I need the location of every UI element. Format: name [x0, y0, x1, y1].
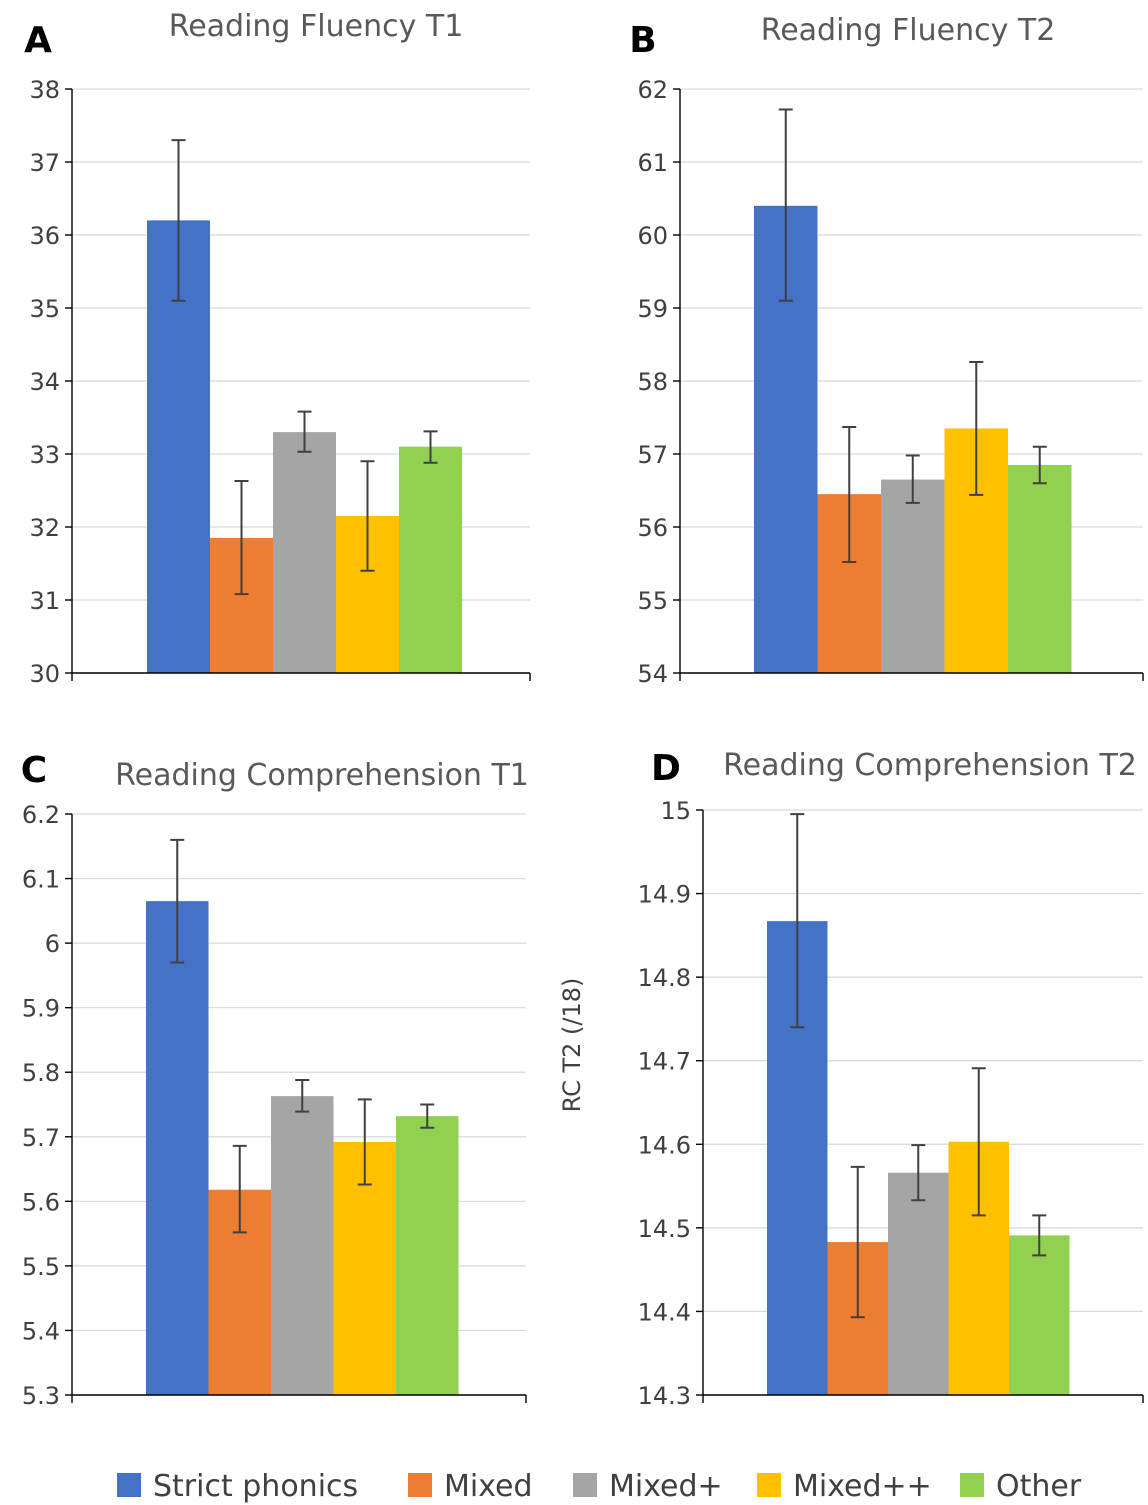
y-tick-label: 60	[637, 222, 668, 250]
y-tick-label: 38	[29, 76, 60, 104]
legend-item: Mixed+	[573, 1469, 723, 1504]
y-tick-label: 37	[29, 149, 60, 177]
y-tick-label: 61	[637, 149, 668, 177]
y-tick-label: 59	[637, 295, 668, 323]
error-bar	[423, 430, 438, 464]
legend-item: Mixed	[408, 1469, 533, 1504]
bar-other	[396, 1116, 459, 1395]
error-bar	[295, 1078, 310, 1113]
y-tick-label: 15	[660, 797, 691, 825]
y-tick-label: 34	[29, 368, 60, 396]
y-tick-label: 6	[45, 930, 60, 958]
y-tick-label: 5.5	[22, 1253, 60, 1281]
error-bar	[171, 139, 186, 302]
y-tick-label: 58	[637, 368, 668, 396]
y-tick-label: 55	[637, 587, 668, 615]
y-tick-label: 14.6	[638, 1131, 691, 1159]
error-bar	[234, 480, 249, 596]
error-bar	[1032, 1214, 1047, 1257]
legend-item: Strict phonics	[117, 1469, 358, 1504]
panel-letter: B	[629, 20, 656, 61]
legend-swatch	[960, 1473, 984, 1497]
y-tick-label: 14.4	[638, 1298, 691, 1326]
y-tick-label: 14.9	[638, 881, 691, 909]
y-tick-label: 5.7	[22, 1124, 60, 1152]
legend-item: Mixed++	[757, 1469, 932, 1504]
error-bar	[842, 425, 857, 564]
legend-label: Mixed+	[609, 1469, 723, 1504]
y-tick-label: 32	[29, 514, 60, 542]
legend-label: Other	[996, 1469, 1082, 1504]
error-bar	[360, 460, 375, 572]
panel-letter: A	[24, 20, 52, 61]
y-axis-label: RC T2 (/18)	[558, 978, 586, 1113]
error-bar	[420, 1103, 435, 1129]
error-bar	[357, 1098, 372, 1186]
panel-letter: C	[21, 750, 47, 791]
bar-mixed	[271, 1096, 334, 1395]
y-tick-label: 56	[637, 514, 668, 542]
error-bar	[850, 1165, 865, 1319]
legend-item: Other	[960, 1469, 1082, 1504]
error-bar	[170, 838, 185, 964]
y-tick-label: 5.4	[22, 1317, 60, 1345]
y-tick-label: 30	[29, 660, 60, 688]
bar-other	[1009, 1235, 1070, 1395]
panel-letter: D	[651, 748, 681, 789]
bar-strict-phonics	[146, 901, 209, 1395]
chart-title: Reading Fluency T1	[169, 9, 464, 44]
y-tick-label: 35	[29, 295, 60, 323]
y-tick-label: 6.2	[22, 801, 60, 829]
chart-title: Reading Comprehension T1	[115, 758, 529, 793]
y-tick-label: 31	[29, 587, 60, 615]
bar-mixed	[881, 479, 945, 673]
chart-panel-b: 54 55 56 57 58 59 60 61 62 Reading Fluency T2 B	[629, 13, 1144, 688]
legend-swatch	[117, 1473, 141, 1497]
error-bar	[1032, 445, 1047, 485]
error-bar	[297, 410, 312, 453]
error-bar	[790, 813, 805, 1029]
legend-swatch	[757, 1473, 781, 1497]
chart-title: Reading Fluency T2	[761, 13, 1056, 48]
chart-panel-a: 30 31 32 33 34 35 36 37 38 Reading Fluency T1 A	[24, 9, 531, 688]
y-tick-label: 5.6	[22, 1188, 60, 1216]
legend-swatch	[408, 1473, 432, 1497]
error-bar	[905, 454, 920, 504]
y-tick-label: 33	[29, 441, 60, 469]
error-bar	[971, 1067, 986, 1217]
legend-swatch	[573, 1473, 597, 1497]
legend-label: Strict phonics	[153, 1469, 358, 1504]
chart-panel-d: 14.3 14.4 14.5 14.6 14.7 14.8 14.9 15 Reading Co…	[558, 748, 1144, 1410]
y-tick-label: 5.3	[22, 1382, 60, 1410]
bar-mixed	[273, 432, 336, 673]
error-bar	[969, 361, 984, 496]
bar-mixed	[888, 1172, 949, 1395]
legend-label: Mixed	[444, 1469, 533, 1504]
y-tick-label: 36	[29, 222, 60, 250]
error-bar	[778, 108, 793, 302]
legend: Strict phonics Mixed Mixed+ Mixed++ Other	[117, 1469, 1082, 1504]
y-tick-label: 5.9	[22, 995, 60, 1023]
error-bar	[232, 1144, 247, 1234]
y-tick-label: 62	[637, 76, 668, 104]
bar-other	[399, 446, 462, 673]
y-tick-label: 14.8	[638, 964, 691, 992]
y-tick-label: 14.7	[638, 1048, 691, 1076]
y-tick-label: 57	[637, 441, 668, 469]
y-tick-label: 54	[637, 660, 668, 688]
chart-title: Reading Comprehension T2	[723, 748, 1137, 783]
y-tick-label: 6.1	[22, 866, 60, 894]
chart-panel-c: 5.3 5.4 5.5 5.6 5.7 5.8 5.9 6 6.1 6.2 Reading Comp…	[21, 750, 529, 1410]
bar-other	[1008, 464, 1072, 673]
y-tick-label: 5.8	[22, 1059, 60, 1087]
error-bar	[911, 1144, 926, 1202]
legend-label: Mixed++	[793, 1469, 932, 1504]
y-tick-label: 14.5	[638, 1215, 691, 1243]
y-tick-label: 14.3	[638, 1382, 691, 1410]
